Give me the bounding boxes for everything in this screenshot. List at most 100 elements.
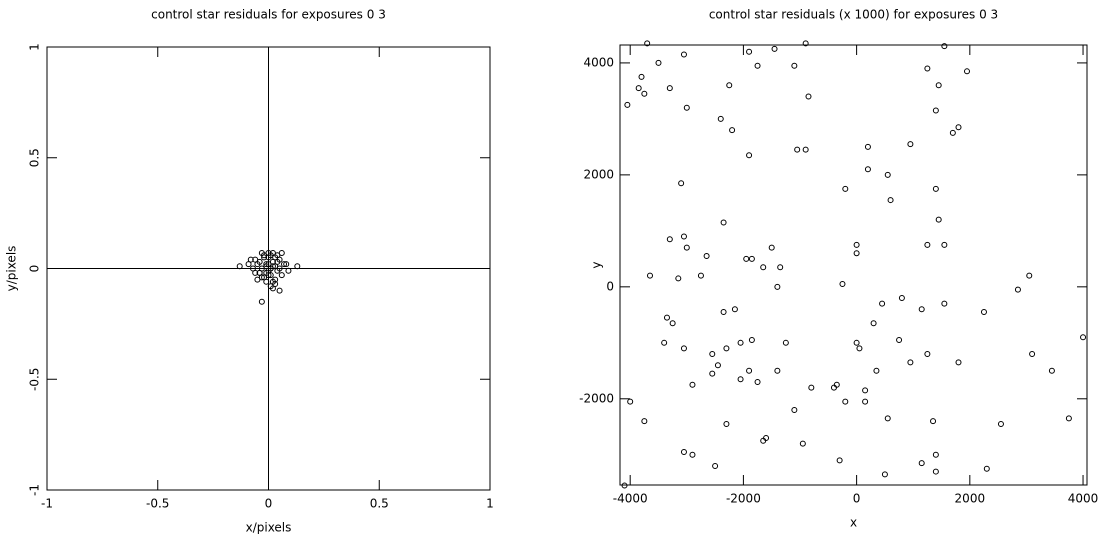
point xyxy=(898,295,905,302)
point xyxy=(980,309,987,316)
point xyxy=(709,351,716,358)
point xyxy=(941,43,948,50)
point xyxy=(285,267,292,274)
point xyxy=(862,398,869,405)
point xyxy=(748,337,755,344)
point xyxy=(245,261,252,268)
point xyxy=(754,62,761,69)
point xyxy=(697,272,704,279)
point xyxy=(709,370,716,377)
point xyxy=(924,241,931,248)
point xyxy=(896,337,903,344)
point xyxy=(907,141,914,148)
y-tick-label: -0.5 xyxy=(28,368,42,391)
point xyxy=(760,437,767,444)
point xyxy=(830,384,837,391)
point xyxy=(935,216,942,223)
point xyxy=(873,367,880,374)
point xyxy=(712,462,719,469)
point xyxy=(680,233,687,240)
x-tick-label: -4000 xyxy=(613,492,648,506)
point xyxy=(641,90,648,97)
point xyxy=(621,482,628,489)
point xyxy=(278,272,285,279)
y-tick-label: 0 xyxy=(28,265,42,273)
plot-frame xyxy=(619,44,1088,486)
point xyxy=(853,250,860,257)
point xyxy=(930,418,937,425)
x-tick-label: -1 xyxy=(41,497,53,511)
point xyxy=(864,143,871,150)
point xyxy=(276,287,283,294)
point xyxy=(918,306,925,313)
point xyxy=(1014,286,1021,293)
point xyxy=(774,283,781,290)
point xyxy=(774,367,781,374)
point xyxy=(839,281,846,288)
y-axis-label: y/pixels xyxy=(5,246,19,292)
point xyxy=(683,104,690,111)
point xyxy=(683,244,690,251)
point xyxy=(281,261,288,268)
point xyxy=(1026,272,1033,279)
point xyxy=(258,249,265,256)
x-tick-label: 4000 xyxy=(1068,492,1099,506)
point xyxy=(294,263,301,270)
point xyxy=(272,254,279,261)
point xyxy=(771,45,778,52)
y-tick-label: 0 xyxy=(606,279,614,293)
point xyxy=(932,451,939,458)
point xyxy=(918,460,925,467)
point xyxy=(955,124,962,131)
point xyxy=(1080,334,1087,341)
point xyxy=(720,309,727,316)
point xyxy=(782,339,789,346)
point xyxy=(714,362,721,369)
point xyxy=(932,107,939,114)
point xyxy=(680,51,687,58)
y-tick-label: -1 xyxy=(28,484,42,496)
point xyxy=(799,440,806,447)
point xyxy=(924,65,931,72)
point xyxy=(720,219,727,226)
point xyxy=(862,387,869,394)
point xyxy=(808,384,815,391)
x-axis-label: x/pixels xyxy=(246,521,292,535)
point xyxy=(887,197,894,204)
point xyxy=(703,253,710,260)
point xyxy=(635,85,642,92)
point xyxy=(723,345,730,352)
point xyxy=(870,320,877,327)
x-tick-label: 0 xyxy=(853,492,861,506)
point xyxy=(932,468,939,475)
point xyxy=(624,101,631,108)
point xyxy=(777,264,784,271)
point xyxy=(791,62,798,69)
point xyxy=(949,129,956,136)
point xyxy=(663,314,670,321)
point xyxy=(924,351,931,358)
point xyxy=(723,420,730,427)
point xyxy=(754,378,761,385)
point xyxy=(638,73,645,80)
point xyxy=(661,339,668,346)
point xyxy=(879,300,886,307)
point xyxy=(627,398,634,405)
point xyxy=(884,171,891,178)
x-axis-label: x xyxy=(850,516,857,530)
point xyxy=(726,82,733,89)
point xyxy=(805,93,812,100)
point xyxy=(955,359,962,366)
y-tick-label: 1 xyxy=(28,43,42,51)
point xyxy=(256,258,263,265)
point xyxy=(763,434,770,441)
point xyxy=(666,236,673,243)
point xyxy=(842,185,849,192)
y-tick-label: 0.5 xyxy=(28,148,42,167)
point xyxy=(833,381,840,388)
point xyxy=(731,306,738,313)
point xyxy=(669,320,676,327)
point xyxy=(935,82,942,89)
point xyxy=(856,345,863,352)
point xyxy=(997,420,1004,427)
